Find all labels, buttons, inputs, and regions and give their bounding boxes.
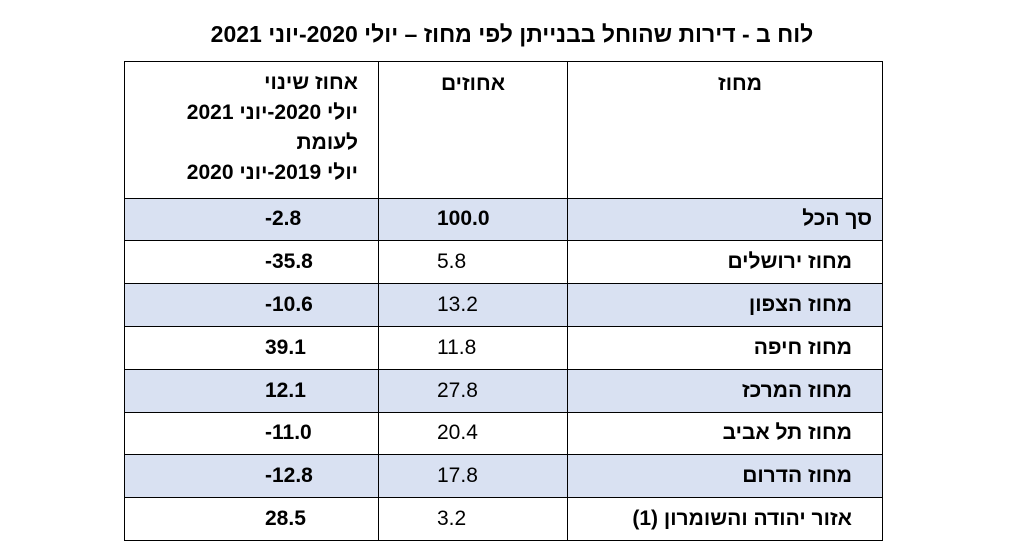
header-change-line-3: לעומת: [296, 131, 358, 154]
row-change: -2.8: [124, 197, 379, 242]
header-change: אחוז שינוי יולי 2020-יוני 2021 לעומת יול…: [124, 61, 379, 199]
row-change: 39.1: [124, 325, 379, 370]
row-change: -35.8: [124, 240, 379, 285]
row-name: מחוז הצפון: [567, 283, 883, 327]
row-change: -10.6: [124, 283, 379, 327]
header-row: מחוז אחוזים אחוז שינוי יולי 2020-יוני 20…: [124, 61, 883, 199]
row-percent: 5.8: [378, 240, 568, 285]
row-name: מחוז תל אביב: [567, 411, 883, 456]
header-change-line-4: יולי 2019-יוני 2020: [186, 161, 358, 184]
table-row: אזור יהודה והשומרון (1) 3.2 28.5: [124, 497, 883, 541]
row-percent: 27.8: [378, 368, 568, 413]
table-row: מחוז תל אביב 20.4 -11.0: [124, 411, 883, 456]
row-percent: 11.8: [378, 325, 568, 370]
table-row: מחוז הצפון 13.2 -10.6: [124, 283, 883, 327]
row-name: סך הכל: [567, 197, 883, 242]
table-row: מחוז ירושלים 5.8 -35.8: [124, 240, 883, 285]
table-row: מחוז הדרום 17.8 -12.8: [124, 454, 883, 499]
row-percent: 13.2: [378, 283, 568, 327]
header-percent: אחוזים: [378, 61, 568, 199]
table-row: מחוז המרכז 27.8 12.1: [124, 368, 883, 413]
row-change: 28.5: [124, 497, 379, 541]
row-name: מחוז ירושלים: [567, 240, 883, 285]
row-name: מחוז הדרום: [567, 454, 883, 499]
row-percent: 100.0: [378, 197, 568, 242]
table-row: מחוז חיפה 11.8 39.1: [124, 325, 883, 370]
row-change: -11.0: [124, 411, 379, 456]
header-district: מחוז: [567, 61, 883, 199]
row-percent: 20.4: [378, 411, 568, 456]
row-name: מחוז חיפה: [567, 325, 883, 370]
district-table: מחוז אחוזים אחוז שינוי יולי 2020-יוני 20…: [124, 61, 883, 541]
row-name: מחוז המרכז: [567, 368, 883, 413]
row-change: 12.1: [124, 368, 379, 413]
row-percent: 17.8: [378, 454, 568, 499]
table-row-total: סך הכל 100.0 -2.8: [124, 197, 883, 242]
row-change: -12.8: [124, 454, 379, 499]
row-percent: 3.2: [378, 497, 568, 541]
table-title: לוח ב - דירות שהוחל בבנייתן לפי מחוז – י…: [210, 21, 814, 47]
header-change-line-1: אחוז שינוי: [264, 71, 358, 94]
row-name: אזור יהודה והשומרון (1): [567, 497, 883, 541]
header-change-line-2: יולי 2020-יוני 2021: [186, 101, 358, 124]
